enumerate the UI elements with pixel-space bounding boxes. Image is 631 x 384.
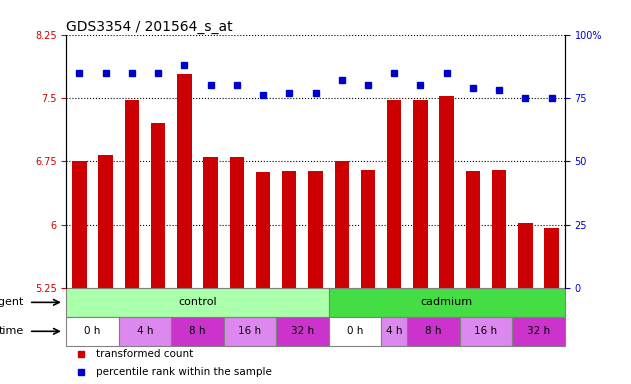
Text: agent: agent: [0, 297, 24, 307]
Bar: [282, 171, 297, 288]
Bar: [381, 317, 408, 346]
Bar: [309, 171, 322, 288]
Bar: [203, 157, 218, 288]
Bar: [512, 317, 565, 346]
Bar: [119, 317, 171, 346]
Text: 16 h: 16 h: [475, 326, 498, 336]
Text: cadmium: cadmium: [421, 297, 473, 307]
Bar: [276, 317, 329, 346]
Bar: [466, 171, 480, 288]
Bar: [177, 74, 192, 288]
Bar: [545, 228, 559, 288]
Text: 8 h: 8 h: [189, 326, 206, 336]
Bar: [329, 317, 381, 346]
Text: 0 h: 0 h: [85, 326, 101, 336]
Text: 16 h: 16 h: [239, 326, 261, 336]
Bar: [125, 101, 139, 288]
Bar: [334, 161, 349, 288]
Bar: [329, 288, 565, 317]
Bar: [66, 288, 329, 317]
Bar: [518, 223, 533, 288]
Text: control: control: [178, 297, 217, 307]
Bar: [66, 317, 119, 346]
Bar: [230, 157, 244, 288]
Text: transformed count: transformed count: [96, 349, 194, 359]
Bar: [387, 101, 401, 288]
Text: percentile rank within the sample: percentile rank within the sample: [96, 367, 272, 377]
Text: time: time: [0, 326, 24, 336]
Bar: [460, 317, 512, 346]
Text: 32 h: 32 h: [291, 326, 314, 336]
Bar: [492, 170, 506, 288]
Bar: [361, 170, 375, 288]
Bar: [413, 101, 428, 288]
Text: 32 h: 32 h: [527, 326, 550, 336]
Bar: [72, 161, 86, 288]
Bar: [171, 317, 223, 346]
Bar: [439, 96, 454, 288]
Bar: [256, 172, 270, 288]
Text: 4 h: 4 h: [137, 326, 153, 336]
Bar: [223, 317, 276, 346]
Bar: [151, 123, 165, 288]
Bar: [408, 317, 460, 346]
Text: 0 h: 0 h: [346, 326, 363, 336]
Text: GDS3354 / 201564_s_at: GDS3354 / 201564_s_at: [66, 20, 233, 33]
Bar: [98, 155, 113, 288]
Text: 8 h: 8 h: [425, 326, 442, 336]
Text: 4 h: 4 h: [386, 326, 403, 336]
